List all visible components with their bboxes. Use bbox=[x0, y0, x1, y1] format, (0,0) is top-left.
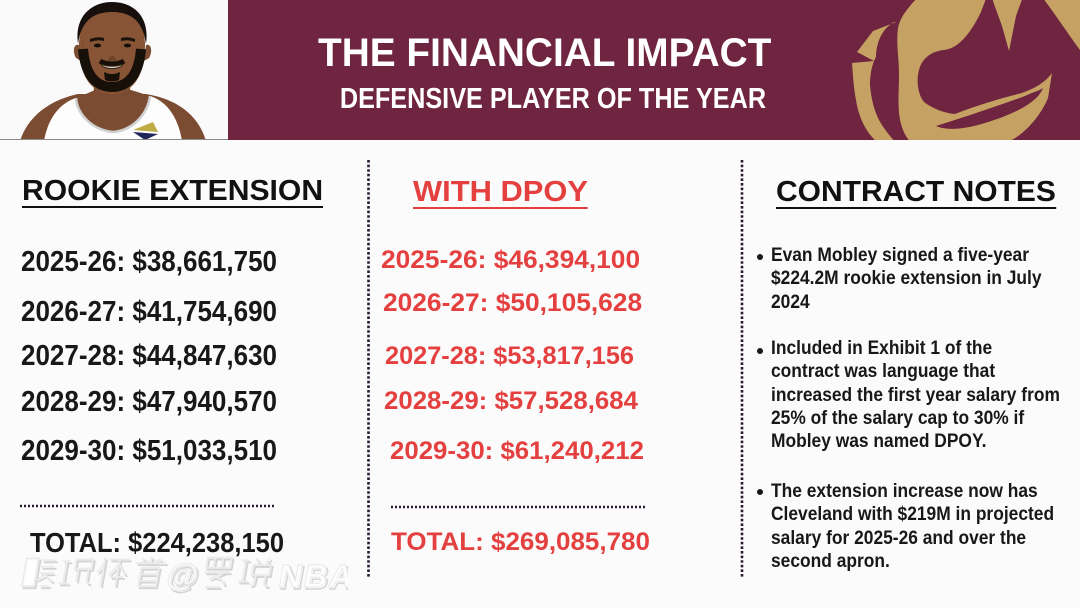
svg-text:NBA: NBA bbox=[276, 558, 348, 594]
svg-text:@: @ bbox=[165, 559, 202, 595]
svg-text:@: @ bbox=[164, 557, 201, 593]
svg-text:NBA: NBA bbox=[278, 560, 348, 596]
